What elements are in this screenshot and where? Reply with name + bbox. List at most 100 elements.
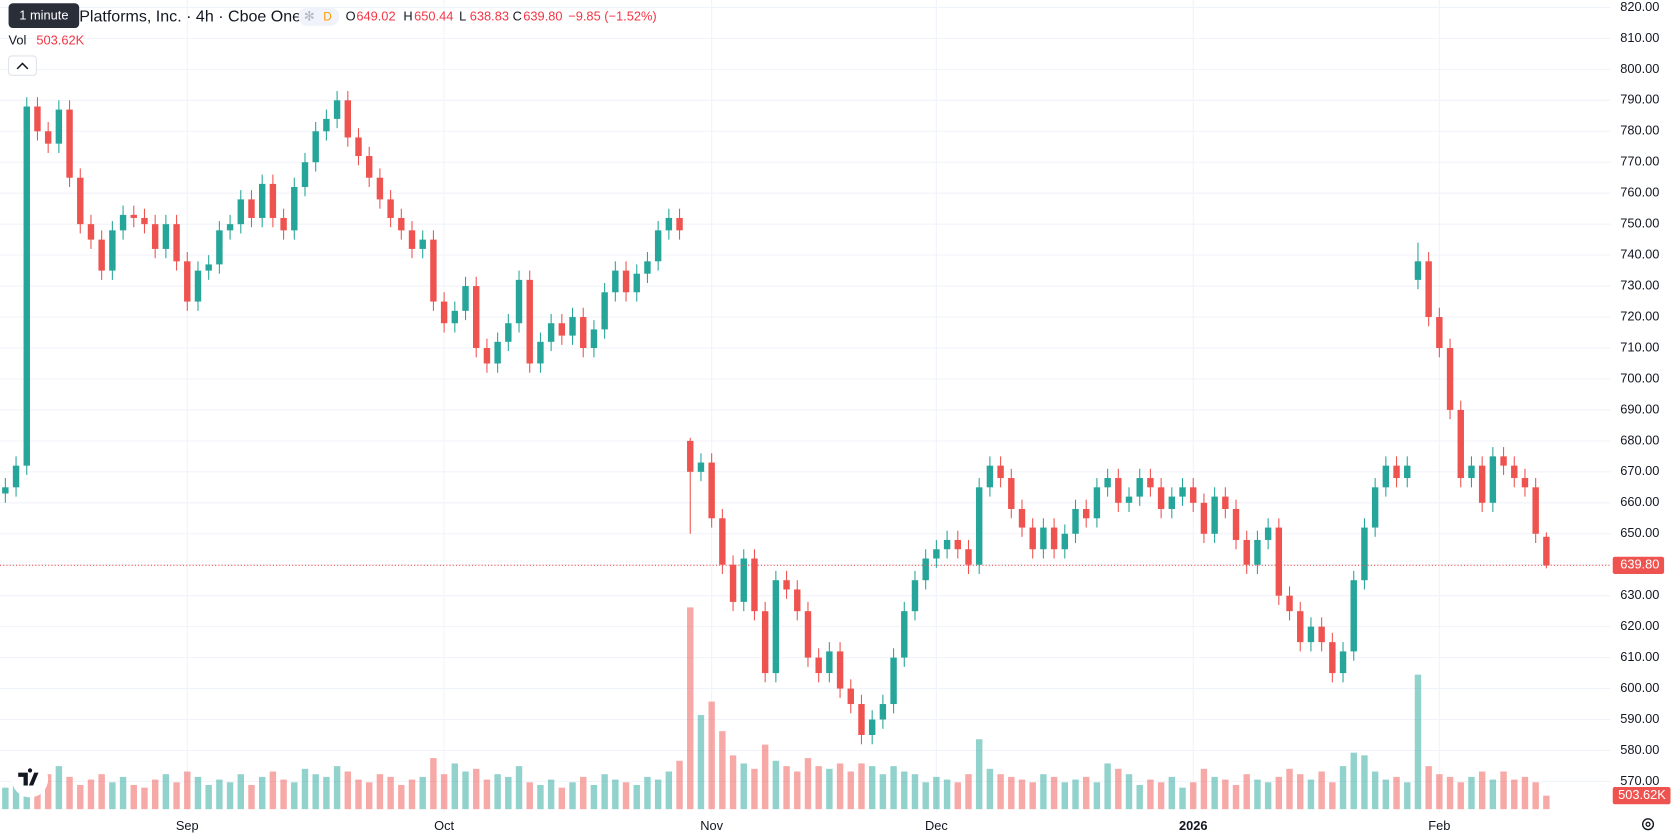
candle-body xyxy=(194,270,202,302)
candle-body xyxy=(333,100,341,119)
status-icon: ✻ xyxy=(304,9,315,24)
volume-bar xyxy=(1371,771,1379,810)
candle-body xyxy=(1436,317,1443,348)
volume-bar xyxy=(205,784,212,810)
y-tick-label: 690.00 xyxy=(1620,401,1659,416)
candle-body xyxy=(1104,478,1111,488)
candle-body xyxy=(901,611,908,658)
volume-bar xyxy=(1115,768,1122,810)
y-tick-label: 600.00 xyxy=(1620,680,1659,695)
legend-key: C xyxy=(513,9,522,24)
volume-bar xyxy=(954,782,961,810)
volume-bar xyxy=(12,779,20,810)
candle-body xyxy=(226,224,234,231)
volume-bar xyxy=(194,776,202,810)
candle-body xyxy=(965,549,972,565)
price-pane xyxy=(0,91,1611,745)
volume-bar xyxy=(216,779,223,810)
candle-body xyxy=(1350,580,1357,652)
x-tick-label: Sep xyxy=(176,818,199,833)
candle-body xyxy=(419,239,426,249)
volume-bar xyxy=(526,782,533,810)
candle-body xyxy=(847,688,854,705)
volume-bar xyxy=(665,771,673,810)
volume-bar xyxy=(1211,776,1218,810)
candle-body xyxy=(997,465,1004,479)
volume-bar xyxy=(868,766,876,810)
volume-bar xyxy=(440,774,448,810)
y-tick-label: 680.00 xyxy=(1620,432,1659,447)
candle-body xyxy=(12,465,20,488)
candle-body xyxy=(1147,478,1154,488)
tooltip: 1 minute xyxy=(19,8,68,23)
y-tick-label: 590.00 xyxy=(1620,711,1659,726)
volume-bar xyxy=(1457,782,1464,810)
candle-body xyxy=(719,518,726,565)
candle-body xyxy=(836,651,844,689)
candle-body xyxy=(109,230,116,271)
candle-body xyxy=(1008,478,1015,509)
candle-body xyxy=(440,301,448,324)
y-tick-label: 700.00 xyxy=(1620,370,1659,385)
candle-body xyxy=(751,558,758,612)
volume-bar xyxy=(1350,752,1357,810)
candle-body xyxy=(1393,465,1400,479)
candle-body xyxy=(547,323,555,342)
volume-bar xyxy=(804,758,812,810)
axes: 570.00 580.00 590.00 600.00 610.00 620.00 630.… xyxy=(176,0,1671,833)
x-tick-label: Nov xyxy=(700,818,723,833)
volume-bar xyxy=(1275,776,1283,810)
candle-body xyxy=(537,341,544,364)
legend-key: O xyxy=(346,9,356,24)
change: −9.85 (−1.52%) xyxy=(568,9,656,24)
candle-body xyxy=(569,317,576,336)
candle-body xyxy=(237,199,244,225)
volume-bar xyxy=(1072,779,1079,810)
candle-body xyxy=(494,341,501,364)
y-tick-label: 720.00 xyxy=(1620,308,1659,323)
candle-body xyxy=(119,214,127,231)
candle-body xyxy=(1500,456,1507,466)
candle-body xyxy=(1404,465,1411,479)
volume-bar xyxy=(398,784,405,810)
volume-bar xyxy=(1222,779,1229,810)
volume-bar xyxy=(1318,771,1325,810)
volume-bar xyxy=(1190,782,1197,810)
volume-bar xyxy=(130,784,137,810)
candle-body xyxy=(783,580,790,590)
settings-icon[interactable] xyxy=(1641,818,1655,831)
collapse-button[interactable] xyxy=(8,55,37,76)
candle-body xyxy=(890,657,897,705)
volume-bar xyxy=(580,776,587,810)
volume-bar xyxy=(408,779,416,810)
candle-body xyxy=(761,611,769,674)
candle-body xyxy=(740,558,747,602)
volume-bar xyxy=(1264,782,1272,810)
volume-bar xyxy=(44,774,52,810)
y-tick-label: 570.00 xyxy=(1620,773,1659,788)
candle-body xyxy=(1297,611,1304,643)
candle-body xyxy=(205,264,212,271)
volume-bar xyxy=(922,782,929,810)
candle-body xyxy=(269,183,277,218)
volume-bar xyxy=(1061,782,1069,810)
y-tick-label: 740.00 xyxy=(1620,246,1659,261)
tooltip-bg xyxy=(8,3,80,28)
volume-bar xyxy=(1200,768,1208,810)
volume-bar xyxy=(687,607,694,810)
volume-bar xyxy=(1157,782,1165,810)
volume-bar xyxy=(98,774,105,810)
volume-bar xyxy=(612,779,619,810)
last-volume-label: 503.62K xyxy=(1618,787,1666,802)
candle-body xyxy=(1040,527,1047,550)
volume-bar xyxy=(901,771,908,810)
candle-body xyxy=(130,214,137,218)
candle-body xyxy=(622,270,630,293)
volume-bar xyxy=(269,771,277,810)
volume-bar xyxy=(719,731,726,810)
volume-bar xyxy=(569,782,576,810)
settings[interactable] xyxy=(1641,818,1655,831)
volume-bar xyxy=(387,776,394,810)
candle-body xyxy=(794,589,801,612)
candle-body xyxy=(975,487,983,565)
